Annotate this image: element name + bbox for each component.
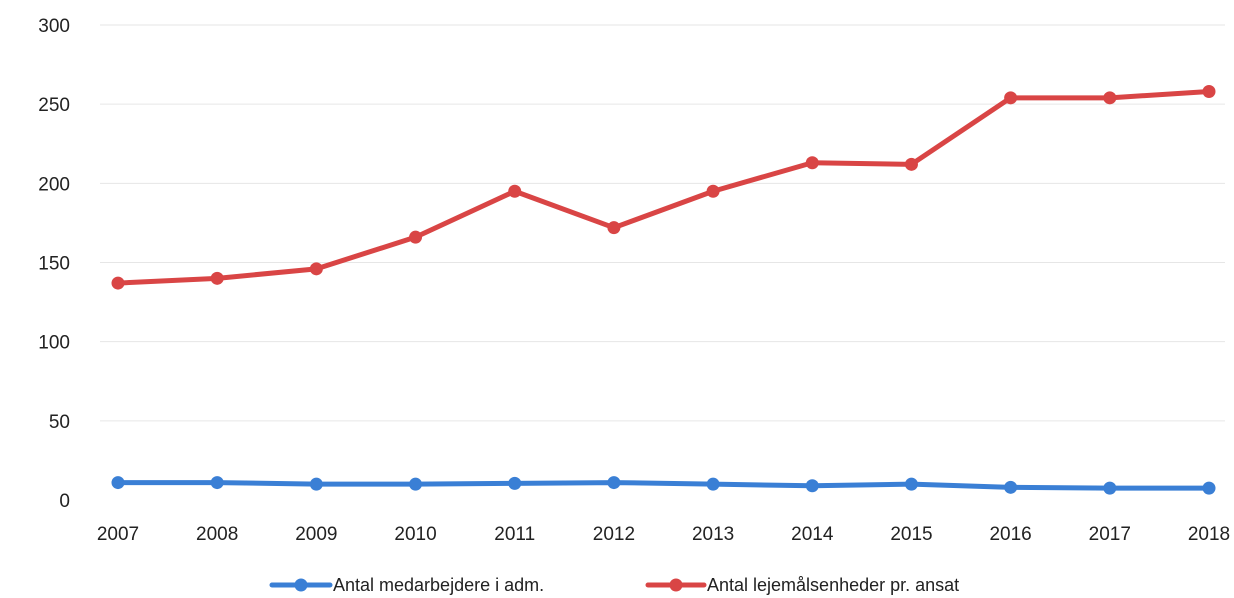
y-tick-label: 300 — [38, 16, 70, 37]
x-axis-ticks: 2007 2008 2009 2010 2011 2012 2013 2014 2015 2016… — [97, 524, 1230, 545]
data-point — [309, 477, 323, 491]
y-tick-label: 50 — [49, 412, 70, 433]
data-point — [706, 477, 720, 491]
series-lines — [111, 85, 1216, 495]
legend: Antal medarbejdere i adm. Antal lejemålse… — [269, 575, 959, 595]
data-point — [607, 476, 621, 490]
y-tick-label: 200 — [38, 174, 70, 195]
data-point — [805, 479, 819, 493]
x-tick-label: 2016 — [989, 524, 1031, 545]
legend-item: Antal medarbejdere i adm. — [269, 575, 544, 595]
y-tick-label: 250 — [38, 95, 70, 116]
series-line — [115, 89, 1212, 286]
legend-item: Antal lejemålsenheder pr. ansat — [645, 575, 959, 595]
data-point — [111, 276, 125, 290]
series-line — [115, 480, 1212, 491]
legend-label: Antal medarbejdere i adm. — [333, 575, 544, 595]
series-2 — [111, 85, 1216, 290]
x-tick-label: 2011 — [494, 524, 535, 545]
data-point — [409, 230, 423, 244]
x-tick-label: 2018 — [1188, 524, 1230, 545]
x-tick-label: 2017 — [1089, 524, 1131, 545]
x-tick-label: 2015 — [890, 524, 932, 545]
x-tick-label: 2010 — [394, 524, 436, 545]
data-point — [607, 221, 621, 235]
legend-swatch-marker — [294, 578, 308, 592]
gridlines — [100, 24, 1225, 422]
data-point — [508, 476, 522, 490]
data-point — [1202, 481, 1216, 495]
y-tick-label: 0 — [59, 491, 70, 512]
data-point — [409, 477, 423, 491]
data-point — [1202, 85, 1216, 98]
y-axis-ticks: 0 50 100 150 200 250 300 — [38, 16, 70, 512]
x-tick-label: 2012 — [593, 524, 635, 545]
x-tick-label: 2013 — [692, 524, 734, 545]
x-tick-label: 2014 — [791, 524, 834, 545]
x-tick-label: 2009 — [295, 524, 337, 545]
data-point — [309, 262, 323, 276]
data-point — [111, 476, 125, 490]
legend-swatch-marker — [669, 578, 683, 592]
legend-label: Antal lejemålsenheder pr. ansat — [707, 575, 959, 595]
series-1 — [111, 476, 1216, 495]
data-point — [1103, 481, 1117, 495]
data-point — [904, 157, 918, 171]
data-point — [508, 184, 522, 198]
data-point — [706, 184, 720, 198]
data-point — [210, 476, 224, 490]
y-tick-label: 150 — [38, 254, 70, 275]
data-point — [1004, 480, 1018, 494]
data-point — [1103, 91, 1117, 105]
data-point — [210, 271, 224, 285]
data-point — [904, 477, 918, 491]
data-point — [1004, 91, 1018, 105]
x-tick-label: 2008 — [196, 524, 238, 545]
x-tick-label: 2007 — [97, 524, 139, 545]
y-tick-label: 100 — [38, 333, 70, 354]
data-point — [805, 156, 819, 170]
